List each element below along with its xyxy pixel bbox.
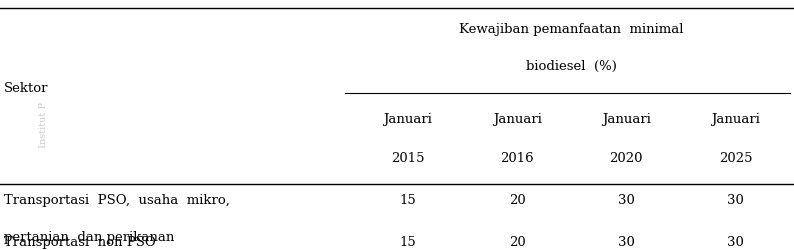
Text: 20: 20 — [509, 236, 526, 249]
Text: 2016: 2016 — [500, 152, 534, 166]
Text: Institut P: Institut P — [39, 102, 48, 148]
Text: 15: 15 — [399, 236, 416, 249]
Text: 15: 15 — [399, 194, 416, 207]
Text: 20: 20 — [509, 194, 526, 207]
Text: 30: 30 — [618, 194, 634, 207]
Text: 2015: 2015 — [391, 152, 425, 166]
Text: pertanian  dan perikanan: pertanian dan perikanan — [4, 231, 175, 244]
Text: Januari: Januari — [602, 112, 651, 126]
Text: Sektor: Sektor — [4, 82, 48, 94]
Text: Kewajiban pemanfaatan  minimal: Kewajiban pemanfaatan minimal — [460, 22, 684, 36]
Text: 30: 30 — [618, 236, 634, 249]
Text: 30: 30 — [727, 236, 744, 249]
Text: 30: 30 — [727, 194, 744, 207]
Text: 2020: 2020 — [610, 152, 643, 166]
Text: Transportasi  non PSO: Transportasi non PSO — [4, 236, 156, 249]
Text: Transportasi  PSO,  usaha  mikro,: Transportasi PSO, usaha mikro, — [4, 194, 229, 207]
Text: Januari: Januari — [492, 112, 542, 126]
Text: Januari: Januari — [384, 112, 433, 126]
Text: biodiesel  (%): biodiesel (%) — [526, 60, 617, 73]
Text: Januari: Januari — [711, 112, 760, 126]
Text: 2025: 2025 — [719, 152, 752, 166]
